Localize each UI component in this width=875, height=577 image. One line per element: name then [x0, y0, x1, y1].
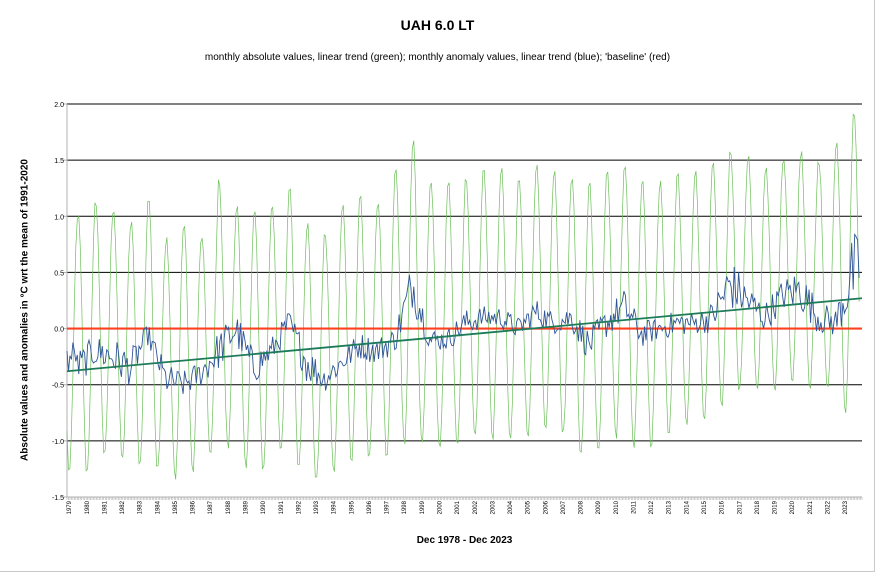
x-tick-label: 1990 — [261, 500, 267, 514]
x-tick-label: 2019 — [773, 500, 779, 514]
y-tick-label: -1.0 — [52, 439, 64, 446]
x-tick-label: 1984 — [155, 500, 161, 514]
y-tick-label: -0.5 — [52, 383, 64, 390]
y-tick-label: 0.0 — [54, 327, 64, 334]
x-tick-label: 1997 — [385, 500, 391, 514]
x-tick-label: 2009 — [596, 500, 602, 514]
x-tick-label: 2006 — [543, 500, 549, 514]
x-tick-label: 2013 — [667, 500, 673, 514]
x-tick-label: 1995 — [349, 500, 355, 514]
x-tick-label: 1993 — [314, 500, 320, 514]
y-tick-label: 1.0 — [54, 214, 64, 221]
x-tick-label: 2010 — [614, 500, 620, 514]
x-tick-label: 2020 — [790, 500, 796, 514]
x-tick-label: 2017 — [737, 500, 743, 514]
linear-trend-line — [66, 297, 863, 373]
x-tick-label: 1982 — [120, 500, 126, 514]
x-tick-label: 1986 — [191, 500, 197, 514]
x-axis-label: Dec 1978 - Dec 2023 — [416, 535, 513, 546]
y-tick-label: -1.5 — [52, 495, 64, 502]
x-tick-label: 2008 — [579, 500, 585, 514]
x-tick-label: 2022 — [825, 500, 831, 514]
chart-subtitle: monthly absolute values, linear trend (g… — [204, 52, 671, 63]
x-tick-label: 2018 — [755, 500, 761, 514]
x-tick-label: 1987 — [208, 500, 214, 514]
x-tick-label: 1991 — [279, 500, 285, 514]
x-tick-label: 2014 — [684, 500, 690, 514]
x-tick-label: 2005 — [526, 500, 532, 514]
x-tick-label: 1992 — [296, 500, 302, 514]
anomaly-values-line — [66, 233, 860, 394]
x-tick-label: 1980 — [85, 500, 91, 514]
x-tick-label: 2004 — [508, 500, 514, 514]
x-tick-label: 2015 — [702, 500, 708, 514]
x-tick-label: 2023 — [843, 500, 849, 514]
x-tick-label: 2012 — [649, 500, 655, 514]
y-axis-label: Absolute values and anomalies in °C wrt … — [19, 159, 31, 461]
x-tick-label: 2007 — [561, 500, 567, 514]
x-tick-label: 1983 — [138, 500, 144, 514]
x-tick-label: 1988 — [226, 500, 232, 514]
x-tick-label: 1985 — [173, 500, 179, 514]
x-tick-label: 1981 — [102, 500, 108, 514]
x-tick-label: 1996 — [367, 500, 373, 514]
x-tick-label: 2016 — [720, 500, 726, 514]
y-tick-label: 2.0 — [54, 102, 64, 109]
x-tick-label: 1979 — [67, 500, 73, 514]
x-tick-label: 2002 — [473, 500, 479, 514]
x-tick-label: 2001 — [455, 500, 461, 514]
x-tick-label: 2003 — [490, 500, 496, 514]
x-tick-label: 2021 — [808, 500, 814, 514]
x-tick-label: 1994 — [332, 500, 338, 514]
chart-title: UAH 6.0 LT — [400, 17, 475, 33]
x-tick-label: 2011 — [631, 500, 637, 514]
x-tick-label: 1989 — [244, 500, 250, 514]
y-tick-label: 1.5 — [54, 158, 64, 165]
x-tick-label: 2000 — [437, 500, 443, 514]
x-tick-label: 1998 — [402, 500, 408, 514]
absolute-values-line — [66, 113, 860, 480]
x-tick-label: 1999 — [420, 500, 426, 514]
y-tick-label: 0.5 — [54, 270, 64, 277]
